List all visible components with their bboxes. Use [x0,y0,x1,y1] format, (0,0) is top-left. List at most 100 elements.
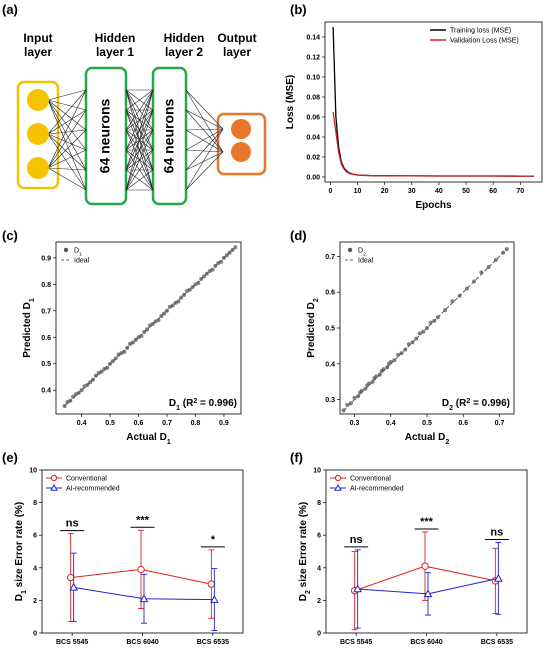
data-point [139,594,149,603]
connection [47,99,87,131]
data-point [432,318,437,323]
data-point [210,595,219,603]
data-point [493,257,498,262]
connection [185,89,224,130]
panel-label-d: (d) [290,228,307,243]
panel-label-b: (b) [290,2,307,17]
layer-title: Hidden [95,31,136,45]
panel-label-a: (a) [2,2,18,17]
input-neuron [27,89,49,111]
data-point [139,333,144,338]
data-point [91,377,95,382]
data-point [150,322,155,327]
data-point [425,326,429,330]
legend-marker [63,247,69,253]
legend-label: Training loss (MSE) [450,28,511,35]
series-line-training [332,26,534,177]
data-point [162,311,167,316]
y-axis-title: Predicted D1 [22,298,36,358]
data-point [464,286,469,291]
legend-marker [334,474,342,482]
x-tick-label: BCS 6535 [197,639,229,646]
data-point [377,372,382,377]
data-point [450,299,455,304]
legend-label: AI-recommended [350,486,404,493]
data-point [406,342,411,347]
connection [125,89,154,191]
data-point [414,336,419,341]
y-axis-title: D2 size Error rate (%) [298,502,312,602]
y-tick-label: 2 [317,598,321,605]
data-point [392,358,397,363]
connection [47,109,87,169]
data-point [428,320,433,325]
significance-label: *** [136,514,150,526]
data-point [421,562,429,570]
x-tick-label: 0.5 [422,420,432,427]
data-point [221,255,226,260]
x-tick-label: 0.7 [495,420,505,427]
legend-label: Ideal [358,258,374,265]
r2-annotation: D1 (R2 = 0.996) [169,398,237,412]
data-point [99,369,104,374]
connection [185,128,224,171]
data-point [202,274,206,279]
data-point [486,265,491,270]
x-tick-label: 0.4 [386,420,396,427]
x-tick-label: 30 [408,188,416,195]
data-point [353,584,362,593]
data-point [479,270,484,275]
data-point [105,365,110,370]
connection [185,149,224,153]
x-tick-label: 60 [489,188,497,195]
data-point [88,380,93,385]
connection [185,128,224,131]
y-tick-label: 0.14 [306,35,320,42]
connection [47,129,87,135]
data-point [68,398,73,403]
data-point [227,250,232,255]
y-tick-label: 0.12 [306,55,320,62]
significance-label: *** [420,516,434,528]
legend-label: Conventional [350,476,391,483]
x-tick-label: 10 [354,188,362,195]
data-point [363,386,368,391]
data-point [230,247,235,252]
data-point [179,295,184,300]
data-point [79,388,84,393]
panel-label-f: (f) [290,450,303,465]
connection [47,99,87,111]
x-tick-label: 0 [328,188,332,195]
data-point [504,247,509,252]
legend-label: Ideal [74,258,90,265]
data-point [399,351,404,356]
connection [125,89,154,151]
connection [47,89,87,135]
data-point [165,308,169,313]
output-neuron [231,142,251,162]
x-tick-label: 0.6 [134,420,144,427]
layer-title: layer 1 [96,45,134,59]
y-tick-label: 0.7 [41,308,51,315]
x-tick-label: 20 [381,188,389,195]
y-tick-label: 10 [29,468,37,475]
connection [185,109,224,130]
y-tick-label: 0.9 [41,255,51,262]
data-point [494,573,503,582]
data-point [367,381,371,386]
data-point [417,331,422,336]
data-point [501,250,506,255]
data-point [204,271,209,276]
legend-label: Validation Loss (MSE) [450,38,519,45]
data-point [341,408,346,413]
y-tick-label: 8 [317,500,321,507]
connection [185,109,224,153]
data-point [457,293,462,298]
data-point [130,340,135,345]
connection [125,109,154,191]
y-tick-label: 0.6 [41,335,51,342]
x-tick-label: 0.3 [350,420,360,427]
y-tick-label: 2 [33,598,37,605]
input-layer-box [16,80,60,190]
